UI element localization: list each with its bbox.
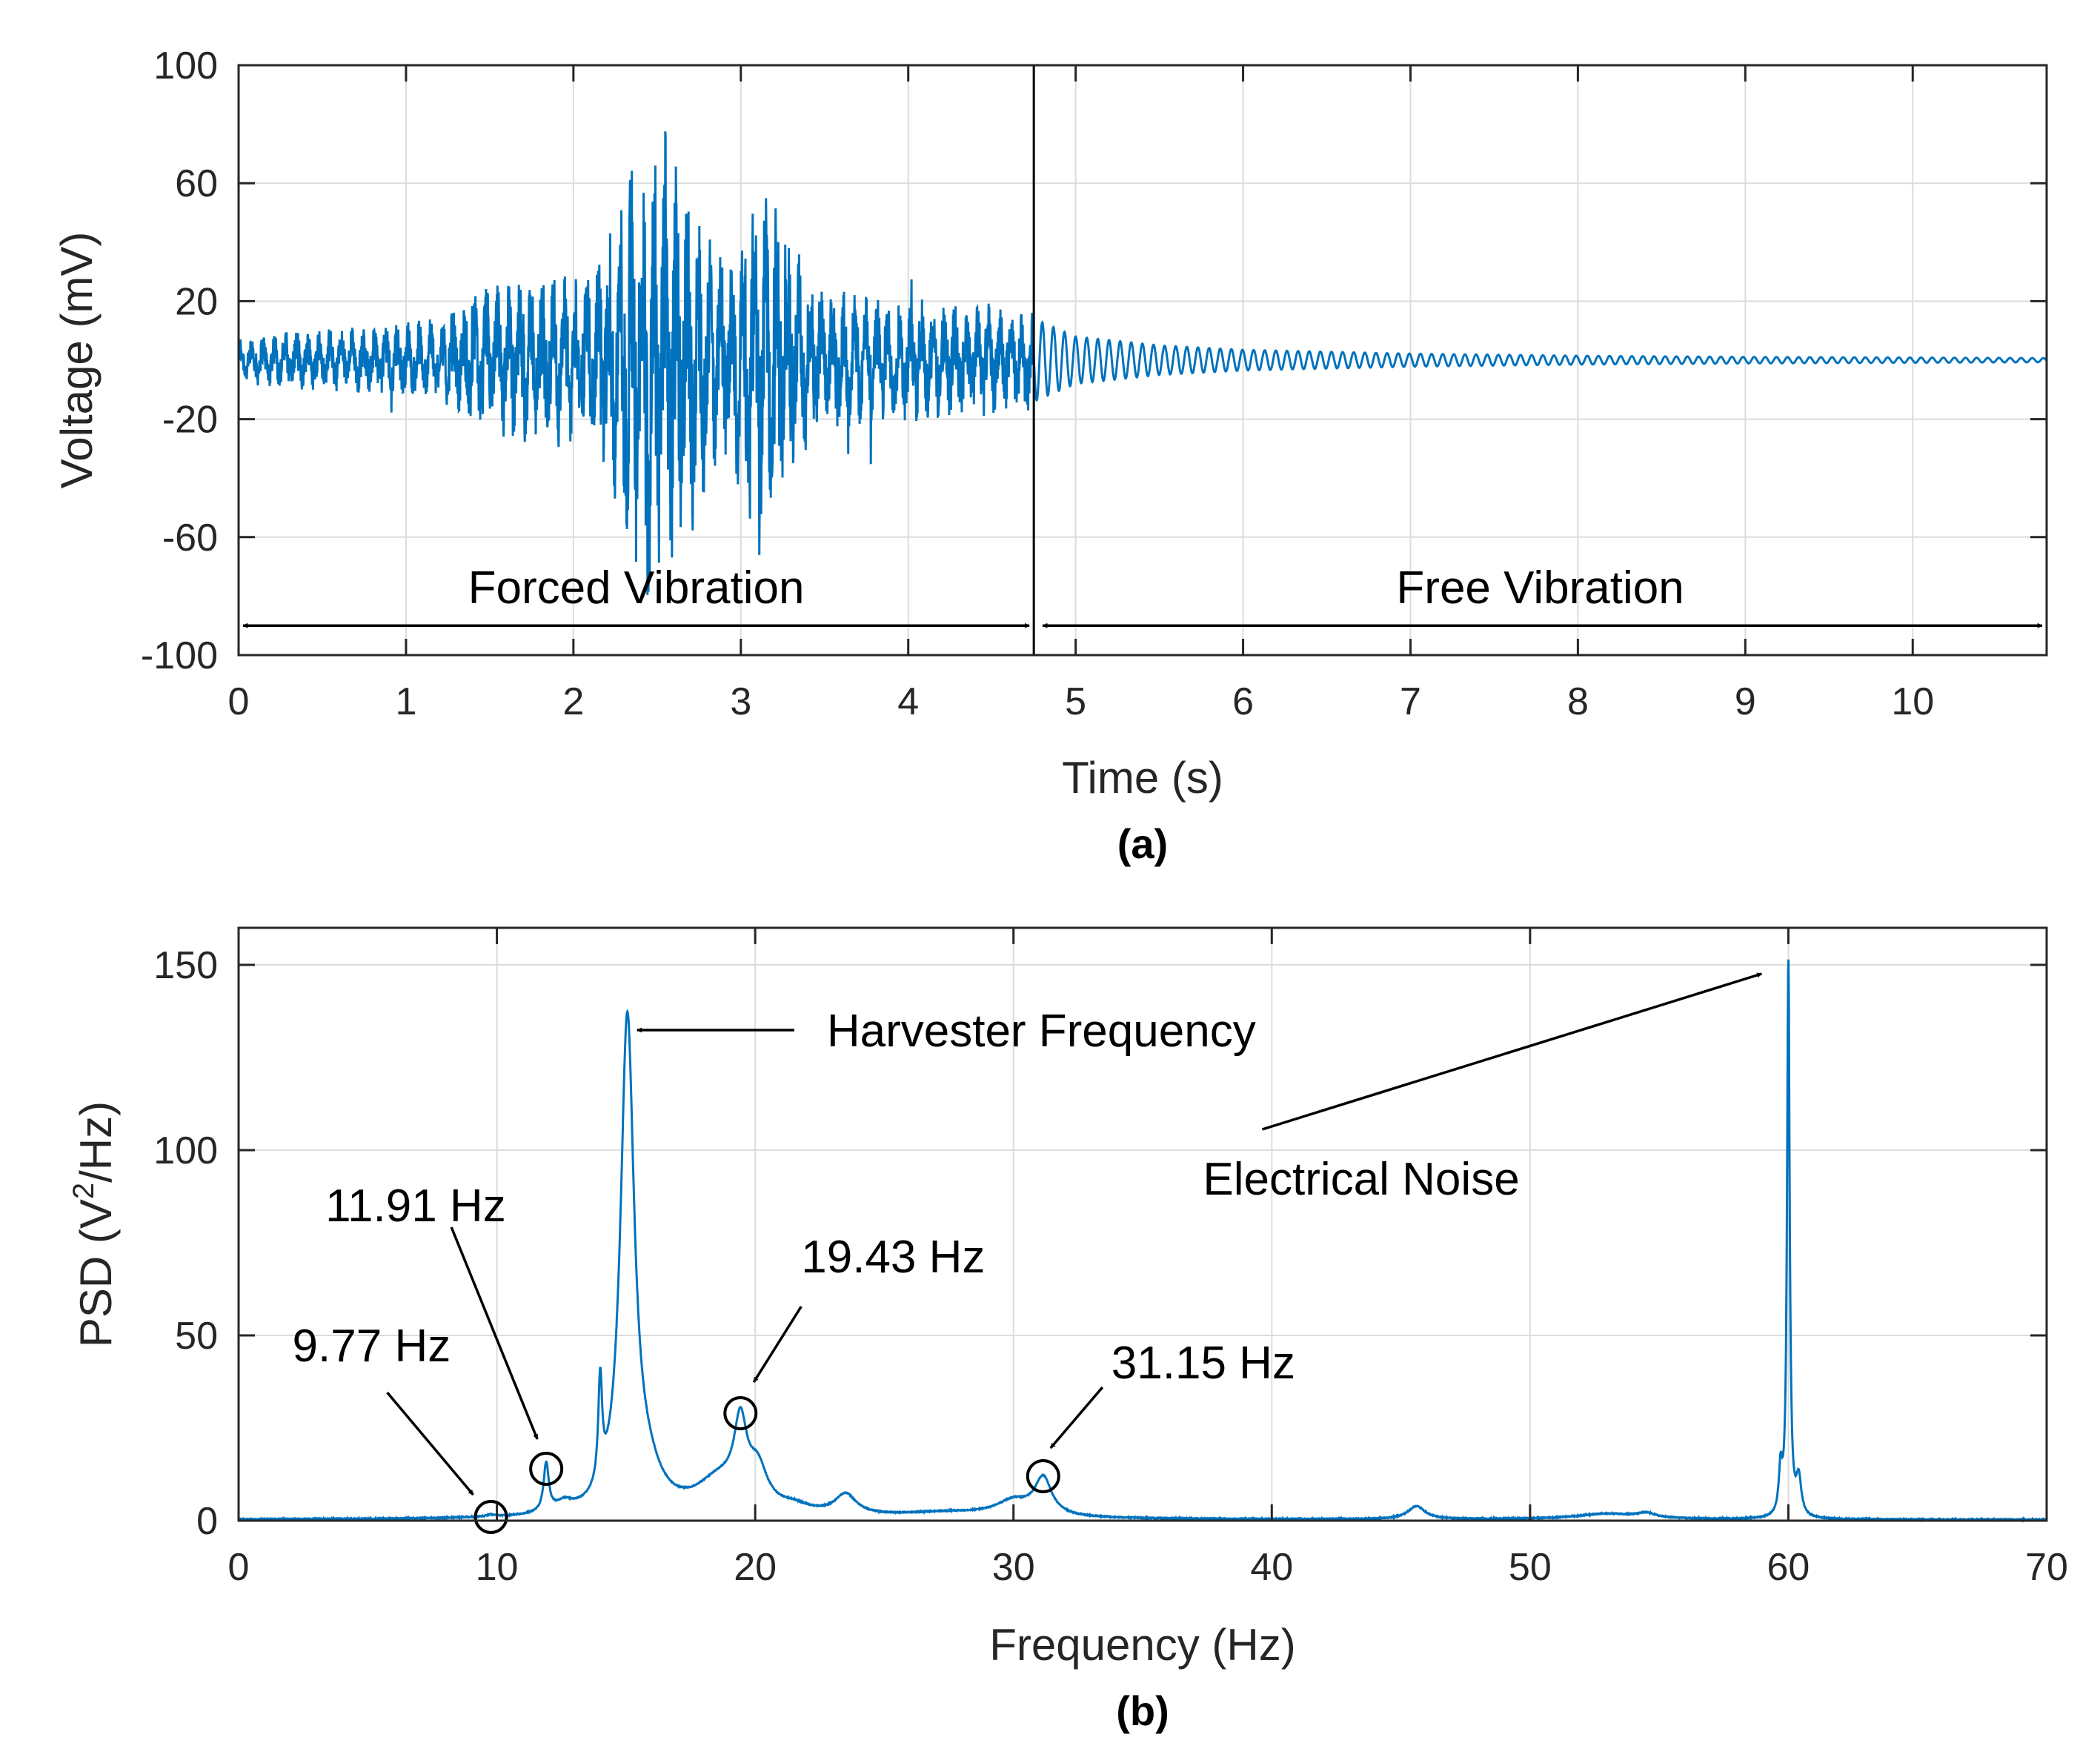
- electrical-noise-label: Electrical Noise: [1203, 1154, 1519, 1205]
- x-tick-label: 20: [734, 1546, 777, 1589]
- x-tick-label: 50: [1509, 1546, 1552, 1589]
- free-vibration-label: Free Vibration: [1396, 562, 1684, 614]
- x-tick-label: 1: [395, 680, 416, 723]
- peak-9-77-label: 9.77 Hz: [293, 1321, 451, 1372]
- electrical-noise-arrow: [1261, 972, 1763, 1131]
- x-tick-label: 60: [1767, 1546, 1810, 1589]
- y-tick-label: 60: [175, 162, 218, 205]
- x-tick-label: 3: [730, 680, 751, 723]
- x-tick-label: 40: [1250, 1546, 1293, 1589]
- peak-19-43-label: 19.43 Hz: [801, 1232, 985, 1283]
- y-tick-label: 100: [153, 1129, 218, 1172]
- y-axis-label-a: Voltage (mV): [52, 232, 102, 489]
- panel-b: 0 10 20 30 40 50 60 70 0 50 100 150 Harvester Frequ…: [67, 926, 2068, 1734]
- peak-marker-circle: [474, 1500, 508, 1534]
- x-tick-label: 10: [1891, 680, 1934, 723]
- y-tick-label: -20: [162, 399, 218, 442]
- peak-31-15-label: 31.15 Hz: [1112, 1338, 1295, 1389]
- peak-19-43-arrow: [752, 1306, 803, 1383]
- panel-label-b: (b): [1116, 1687, 1169, 1734]
- x-tick-label: 30: [992, 1546, 1035, 1589]
- axes-box-b: [237, 926, 2048, 1522]
- y-tick-label: -100: [141, 634, 218, 677]
- y-tick-label: -60: [162, 517, 218, 560]
- peak-31-15-arrow: [1049, 1386, 1104, 1450]
- panel-a: 0 1 2 3 4 5 6 7 8 9 10 -100 -60 -20 20 60 100 Forced Vib…: [52, 44, 2048, 867]
- x-tick-label: 5: [1065, 680, 1086, 723]
- axes-box-a: [237, 64, 2048, 657]
- x-tick-label: 6: [1232, 680, 1254, 723]
- x-tick-label: 0: [228, 680, 250, 723]
- y-axis-label-b: PSD (V2/Hz): [67, 1101, 121, 1347]
- x-tick-label: 10: [476, 1546, 519, 1589]
- x-tick-label: 70: [2025, 1546, 2068, 1589]
- peak-11-91-arrow: [450, 1226, 539, 1440]
- y-tick-label: 20: [175, 280, 218, 323]
- peak-marker-circle: [1026, 1459, 1060, 1493]
- x-tick-label: 2: [562, 680, 584, 723]
- peak-marker-circle: [529, 1452, 564, 1486]
- x-axis-label-b: Frequency (Hz): [989, 1620, 1295, 1670]
- x-axis-label-a: Time (s): [1062, 753, 1223, 803]
- y-tick-label: 150: [153, 944, 218, 987]
- voltage-series-line: [237, 131, 2048, 595]
- x-tick-label: 7: [1400, 680, 1421, 723]
- psd-series-line: [238, 959, 2047, 1523]
- x-tick-label: 0: [228, 1546, 250, 1589]
- y-tick-label: 100: [153, 44, 218, 87]
- peak-marker-circle: [723, 1396, 758, 1430]
- plot-area-b: [239, 928, 2047, 1521]
- y-tick-label: 50: [175, 1315, 218, 1358]
- panel-label-a: (a): [1117, 820, 1168, 867]
- harvester-frequency-label: Harvester Frequency: [827, 1006, 1256, 1057]
- forced-vibration-label: Forced Vibration: [468, 562, 805, 614]
- peak-11-91-label: 11.91 Hz: [325, 1181, 506, 1232]
- x-tick-label: 9: [1735, 680, 1756, 723]
- ticks-b: 0 10 20 30 40 50 60 70 0 50 100 150: [153, 928, 2068, 1589]
- x-tick-label: 8: [1567, 680, 1589, 723]
- x-tick-label: 4: [897, 680, 919, 723]
- peak-markers: [474, 1396, 1060, 1534]
- peak-9-77-arrow: [386, 1391, 474, 1496]
- y-tick-label: 0: [196, 1500, 218, 1543]
